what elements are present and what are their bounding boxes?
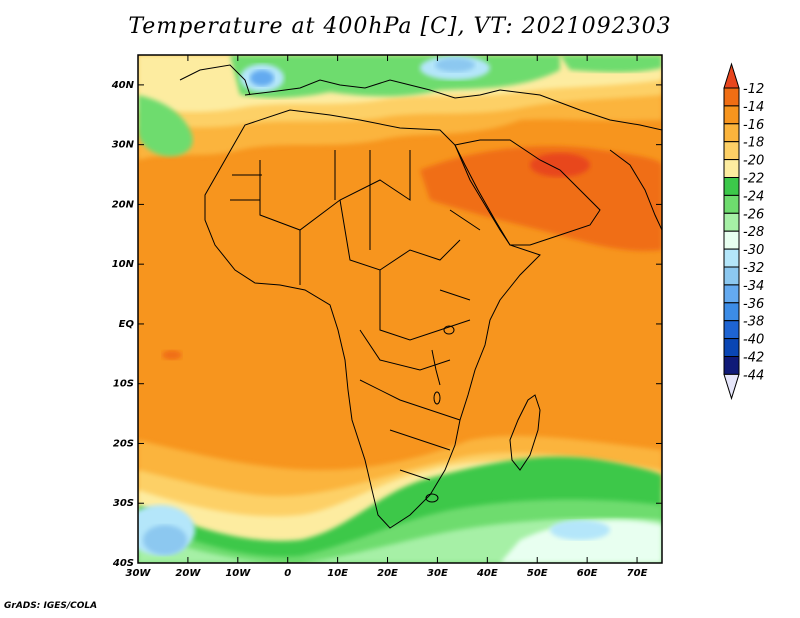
y-tick-label: EQ [119,319,135,330]
temperature-field [138,55,662,563]
colorbar-swatch [723,123,740,143]
colorbar-label: -14 [743,100,764,115]
colorbar-label: -28 [743,225,764,240]
colorbar-label: -20 [743,154,764,169]
x-tick-label: 50E [527,568,548,579]
colorbar-label: -26 [743,207,764,222]
colorbar-label: -18 [743,136,764,151]
x-tick-label: 40E [476,568,498,579]
colorbar-label: -36 [743,297,764,312]
colorbar-swatch [723,284,740,304]
colorbar-swatch [723,159,740,179]
colorbar-swatch [723,87,740,107]
y-tick-label: 10S [113,379,134,390]
y-tick-label: 10N [112,259,135,270]
y-tick-label: 40N [111,80,135,91]
colorbar-label: -22 [743,172,764,187]
colorbar-swatch [723,320,740,340]
coastlines [179,64,662,529]
colorbar-label: -34 [743,279,764,294]
colorbar-label: -24 [743,189,764,204]
colorbar-swatch [723,248,740,268]
x-tick-label: 20W [175,568,201,579]
y-tick-label: 40S [112,558,134,569]
x-tick-label: 60E [577,568,598,579]
x-tick-label: 30W [126,568,152,579]
colorbar-swatch [723,338,740,358]
y-tick-label: 30S [113,498,134,509]
x-tick-label: 10E [327,568,348,579]
colorbar-label: -38 [743,315,764,330]
grads-credit: GrADS: IGES/COLA [4,601,98,611]
colorbar-swatch [723,302,740,322]
x-tick-label: 30E [427,568,448,579]
plot-frame [137,54,663,564]
colorbar-label: -40 [743,333,764,348]
colorbar-swatch [723,141,740,161]
colorbar-top-arrow [723,62,740,89]
colorbar-swatch [723,105,740,125]
x-axis: 30W 20W 10W 0 10E 20E 30E 40E 50E 60E 70E [126,55,648,579]
x-tick-label: 70E [627,568,648,579]
colorbar-bottom-arrow [723,373,740,401]
x-tick-label: 20E [377,568,398,579]
colorbar-swatch [723,194,740,214]
colorbar-label: -12 [743,82,764,97]
colorbar-label: -16 [743,118,764,133]
colorbar-swatch [723,230,740,250]
colorbar-label: -42 [743,351,764,366]
colorbar-label: -30 [743,243,764,258]
colorbar-swatch [723,356,740,375]
y-tick-label: 20N [112,199,135,210]
x-tick-label: 10W [225,568,251,579]
colorbar-label: -32 [743,261,764,276]
colorbar: -12 -14 -16 -18 -20 -22 -24 -26 -28 -30 -32 -34 -36 -… [723,62,764,401]
colorbar-swatch [723,266,740,286]
colorbar-label: -44 [743,368,764,383]
colorbar-swatch [723,212,740,232]
y-tick-label: 20S [113,438,134,449]
colorbar-swatch [723,177,740,196]
x-tick-label: 0 [284,568,291,579]
y-axis: 40N 30N 20N 10N EQ 10S 20S 30S 40S [111,80,662,569]
map-title: Temperature at 400hPa [C], VT: 202109230… [128,14,672,39]
y-tick-label: 30N [112,140,135,151]
